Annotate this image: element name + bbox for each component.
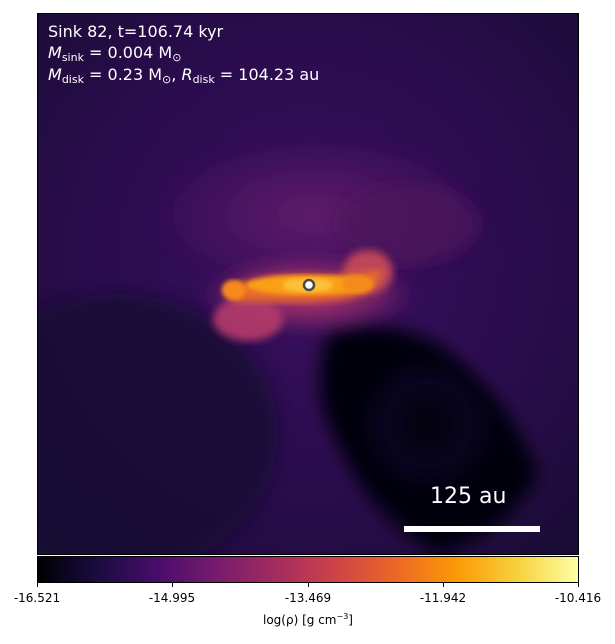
colorbar-label: log(ρ) [g cm−3]: [263, 612, 353, 627]
sink-mass: Msink = 0.004 M⊙: [48, 43, 182, 64]
colorbar-tick-label: -11.942: [419, 591, 467, 605]
sink-title: Sink 82, t=106.74 kyr: [48, 22, 224, 41]
scale-bar-label: 125 au: [430, 484, 507, 509]
colorbar-tick: [443, 583, 444, 587]
sink-marker: [302, 278, 316, 292]
scale-bar: [404, 526, 540, 532]
colorbar-tick-label: -16.521: [13, 591, 61, 605]
colorbar-tick: [308, 583, 309, 587]
colorbar-tick-label: -10.416: [554, 591, 602, 605]
colorbar-tick: [172, 583, 173, 587]
colorbar-tick: [37, 583, 38, 587]
colorbar-tick: [578, 583, 579, 587]
colorbar-tick-label: -13.469: [284, 591, 332, 605]
density-map: Sink 82, t=106.74 kyr Msink = 0.004 M⊙ M…: [37, 13, 579, 555]
colorbar-tick-label: -14.995: [148, 591, 196, 605]
colorbar: [37, 556, 579, 583]
density-image: [38, 14, 578, 554]
disk-properties: Mdisk = 0.23 M⊙, Rdisk = 104.23 au: [48, 65, 320, 86]
